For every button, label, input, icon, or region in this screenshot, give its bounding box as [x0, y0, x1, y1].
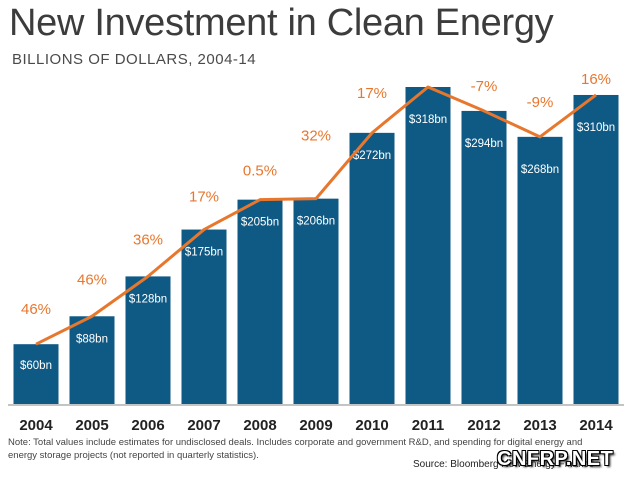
x-tick-label-2009: 2009 [299, 417, 332, 434]
x-tick-label-2013: 2013 [523, 417, 556, 434]
bar-2009 [293, 198, 339, 404]
bar-value-label-2014: $310bn [577, 122, 615, 134]
bar-2010 [349, 132, 395, 404]
growth-label-2005: 46% [77, 271, 107, 288]
bar-2005 [69, 316, 115, 404]
growth-label-2006: 36% [133, 231, 163, 248]
x-tick-label-2004: 2004 [19, 417, 53, 434]
growth-line [35, 85, 597, 346]
x-tick-label-2010: 2010 [355, 417, 388, 434]
bar-value-label-2009: $206bn [297, 216, 335, 228]
growth-label-2013: -9% [527, 94, 554, 111]
growth-label-2007: 17% [189, 189, 219, 206]
growth-label-2008: 0.5% [243, 163, 277, 180]
x-tick-label-2011: 2011 [412, 417, 445, 434]
bar-2008 [237, 199, 283, 404]
x-tick-label-2014: 2014 [579, 417, 613, 434]
growth-label-2012: -7% [471, 78, 498, 95]
bar-2006 [125, 276, 171, 404]
growth-label-2010: 17% [357, 85, 387, 102]
bar-value-label-2006: $128bn [129, 293, 167, 305]
bar-2004 [13, 344, 59, 404]
bar-value-label-2010: $272bn [353, 150, 391, 162]
x-tick-label-2012: 2012 [467, 417, 500, 434]
bar-value-label-2011: $318bn [409, 114, 447, 126]
bar-value-label-2012: $294bn [465, 138, 503, 150]
watermark-logo: CNFRP.NET [497, 448, 614, 470]
source-credit: Source: Bloomberg New Energy Finance [413, 459, 595, 470]
x-tick-label-2005: 2005 [75, 417, 108, 434]
bar-2007 [181, 229, 227, 404]
chart-title: New Investment in Clean Energy [9, 2, 554, 44]
bar-2013 [517, 136, 563, 404]
bar-2011 [405, 87, 451, 404]
bar-2014 [573, 94, 619, 404]
x-tick-label-2007: 2007 [187, 417, 220, 434]
bar-value-label-2008: $205bn [241, 217, 279, 229]
bar-value-label-2005: $88bn [76, 333, 108, 345]
footnote: Note: Total values include estimates for… [8, 437, 583, 461]
bar-value-label-2004: $60bn [20, 360, 52, 372]
bar-2012 [461, 110, 507, 404]
chart-subtitle: BILLIONS OF DOLLARS, 2004-14 [12, 51, 257, 68]
x-tick-label-2008: 2008 [243, 417, 276, 434]
bar-value-label-2013: $268bn [521, 164, 559, 176]
bar-value-label-2007: $175bn [185, 247, 223, 259]
growth-label-2014: 16% [581, 71, 611, 88]
x-tick-label-2006: 2006 [131, 417, 164, 434]
growth-label-2004: 46% [21, 301, 51, 318]
growth-label-2009: 32% [301, 128, 331, 145]
